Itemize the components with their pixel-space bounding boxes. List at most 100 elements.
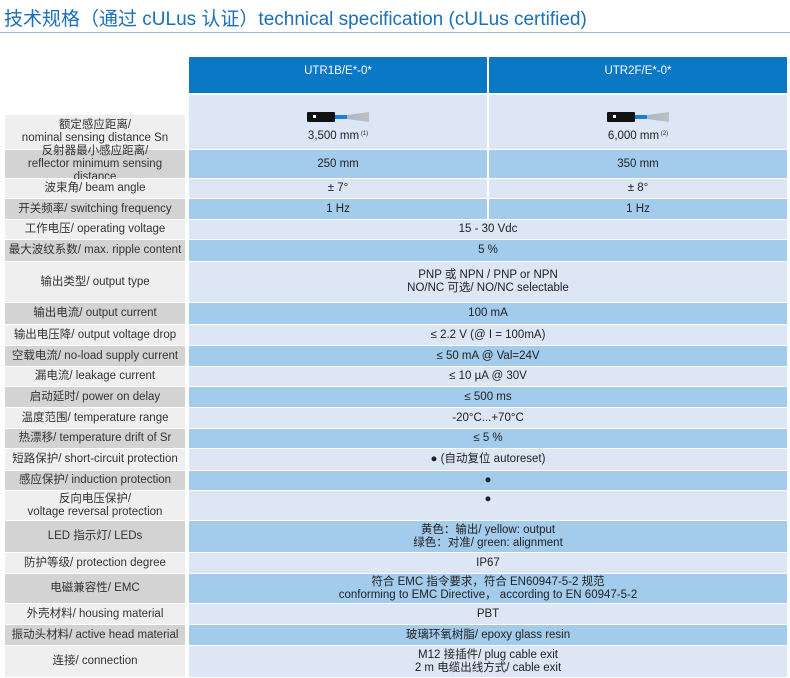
row-value-text: M12 接插件/ plug cable exit [418,648,558,661]
row-label: 反向电压保护/voltage reversal protection [5,491,185,520]
row-label: 振动头材料/ active head material [5,625,185,645]
page-title: 技术规格（通过 cULus 认证）technical specification… [4,9,587,30]
row-label-text: 额定感应距离/ [58,119,132,131]
row-value-text: ● [484,474,492,486]
row-value-text: ≤ 500 ms [464,390,512,403]
row-value-text [486,506,489,519]
row-value: ≤ 2.2 V (@ I = 100mA) [189,325,787,345]
row-label: 感应保护/ induction protection [5,471,185,490]
row-label: 开关频率/ switching frequency [5,199,185,219]
row-value: 15 - 30 Vdc [189,220,787,239]
row-label: 防护等级/ protection degree [5,553,185,573]
row-label-text: 电磁兼容性/ EMC [50,582,140,594]
row-value: 5 % [189,240,787,261]
row-label: 连接/ connection [5,646,185,677]
row-label: 输出电压降/ output voltage drop [5,325,185,345]
row-value: 100 mA [189,303,787,324]
row-label-text: 输出类型/ output type [40,275,150,288]
row-value: 符合 EMC 指令要求，符合 EN60947-5-2 规范 conforming … [189,574,787,603]
row-value-text: ± 7° [327,182,349,194]
row-label-text: 工作电压/ operating voltage [24,223,166,235]
row-value-text: ≤ 10 µA @ 30V [449,370,527,382]
row-label: 短路保护/ short-circuit protection [5,449,185,470]
row-label-text: 波束角/ beam angle [44,182,146,194]
row-value-text: ± 8° [627,182,649,194]
row-value: 350 mm [489,150,787,178]
row-label: 温度范围/ temperature range [5,408,185,428]
row-label: 反射器最小感应距离/reflector minimum sensing dist… [5,145,185,183]
row-label-text: 输出电流/ output current [33,307,157,319]
row-value: ● (自动复位 autoreset) [189,449,787,470]
row-label: 电磁兼容性/ EMC [5,574,185,603]
row-value: ● [189,471,787,490]
row-label: 波束角/ beam angle [5,179,185,198]
ultrasonic-sensor-beam-icon [307,112,369,122]
row-value-text: 绿色：对准/ green: alignment [413,536,563,549]
row-value: ● [189,491,787,520]
row-label: LED 指示灯/ LEDs [5,521,185,552]
row-value-text: PNP 或 NPN / PNP or NPN [418,269,558,281]
row-label-text: 最大波纹系数/ max. ripple content [8,244,182,256]
footnote-ref: (1) [359,131,369,137]
row-value-text: 1 Hz [626,202,650,215]
row-value-text: 黄色：输出/ yellow: output [420,523,556,536]
row-value: PNP 或 NPN / PNP or NPN NO/NC 可选/ NO/NC se… [189,262,787,302]
row-value: 6,000 mm (2) [489,95,787,149]
row-label: 输出电流/ output current [5,303,185,324]
row-value-text: 350 mm [617,157,659,170]
row-value-text: ≤ 2.2 V (@ I = 100mA) [430,328,546,341]
row-value: -20°C...+70°C [189,408,787,428]
row-value-text: 6,000 mm (2) [607,130,669,142]
ultrasonic-sensor-beam-icon [607,112,669,122]
row-value: 黄色：输出/ yellow: output 绿色：对准/ green: align… [189,521,787,552]
row-label-text: 热漂移/ temperature drift of Sr [18,432,172,444]
row-value-text: ● [484,492,492,505]
row-label: 最大波纹系数/ max. ripple content [5,240,185,261]
row-label-text: 防护等级/ protection degree [24,556,166,569]
row-label-text: 感应保护/ induction protection [18,474,172,486]
row-value-text: ● (自动复位 autoreset) [430,453,546,465]
row-value: ≤ 5 % [189,429,787,448]
row-label-text: 空载电流/ no-load supply current [11,349,179,362]
row-value: 3,500 mm (1) [189,95,487,149]
row-label-text: 反向电压保护/ [58,492,132,505]
row-value-text: 3,500 mm (1) [307,130,369,142]
row-value-text: 100 mA [468,307,508,319]
row-value-text: 1 Hz [326,202,350,215]
row-label-text: 外壳材料/ housing material [26,607,164,620]
row-value-text: 250 mm [317,157,359,170]
row-label: 工作电压/ operating voltage [5,220,185,239]
row-value: ≤ 500 ms [189,387,787,407]
row-value: M12 接插件/ plug cable exit 2 m 电缆出线方式/ cabl… [189,646,787,677]
row-value: ± 8° [489,179,787,198]
row-value: 1 Hz [189,199,487,219]
row-label: 空载电流/ no-load supply current [5,346,185,366]
row-value-text: IP67 [476,556,500,569]
row-label: 输出类型/ output type [5,262,185,302]
row-label-text: 漏电流/ leakage current [34,370,156,382]
row-label: 热漂移/ temperature drift of Sr [5,429,185,448]
row-value-text: NO/NC 可选/ NO/NC selectable [407,282,569,294]
row-value-text: ≤ 5 % [473,432,503,444]
row-label-text: 短路保护/ short-circuit protection [12,453,178,465]
column-header-utr2f: UTR2F/E*-0* [489,57,787,93]
row-value-text: 15 - 30 Vdc [458,223,518,235]
row-value: 玻璃环氧树脂/ epoxy glass resin [189,625,787,645]
row-value: 250 mm [189,150,487,178]
row-value-text: ≤ 50 mA @ Val=24V [436,349,540,362]
title-divider [0,32,790,33]
row-label: 外壳材料/ housing material [5,604,185,624]
row-value: ± 7° [189,179,487,198]
row-label-text: 振动头材料/ active head material [11,628,179,641]
row-label: 启动延时/ power on delay [5,387,185,407]
row-value: ≤ 10 µA @ 30V [189,367,787,386]
row-value-text: conforming to EMC Directive， according t… [338,588,638,601]
row-label-text: voltage reversal protection [27,505,163,518]
row-label-text: 开关频率/ switching frequency [18,202,172,215]
row-value-text: 玻璃环氧树脂/ epoxy glass resin [405,628,571,641]
row-value: PBT [189,604,787,624]
row-label-text: LED 指示灯/ LEDs [47,530,143,542]
row-label-text: 温度范围/ temperature range [21,411,169,424]
row-value-text: 2 m 电缆出线方式/ cable exit [414,661,562,674]
row-value: 1 Hz [489,199,787,219]
